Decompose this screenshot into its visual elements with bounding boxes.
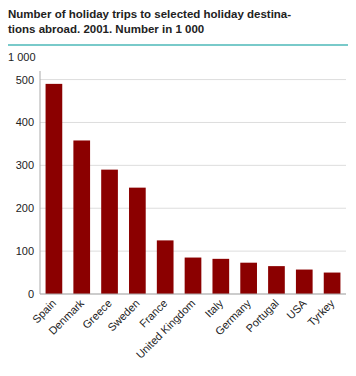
x-axis-line [40, 294, 346, 295]
y-tick-label: 500 [16, 74, 34, 86]
y-tick-label: 300 [16, 159, 34, 171]
bar [268, 266, 285, 294]
x-tick-label: United Kingdom [134, 297, 198, 361]
x-tick-label: Portugal [243, 297, 280, 334]
chart-container: Number of holiday trips to selected holi… [0, 0, 356, 376]
bars [46, 84, 341, 294]
bar [157, 240, 174, 294]
x-tick-label: Tyrkey [305, 297, 337, 329]
y-tick-label: 200 [16, 202, 34, 214]
x-tick-label: Denmark [46, 297, 86, 337]
x-tick-label: Italy [202, 297, 225, 320]
y-grid [40, 80, 346, 294]
x-tick-label: USA [284, 296, 309, 321]
x-tick-label: Sweden [105, 297, 142, 334]
chart-title: Number of holiday trips to selected holi… [8, 8, 291, 35]
grid-line [40, 122, 346, 123]
grid-line [40, 79, 346, 80]
bar [212, 259, 229, 294]
y-unit-label: 1 000 [8, 51, 36, 63]
bar [296, 270, 313, 294]
bar [101, 170, 118, 294]
bar [73, 140, 90, 294]
chart-svg: Number of holiday trips to selected holi… [0, 0, 356, 376]
grid-line [40, 294, 346, 295]
chart-title-line: Number of holiday trips to selected holi… [8, 8, 291, 20]
bar [129, 188, 146, 294]
bar [240, 263, 257, 294]
y-tick-label: 400 [16, 116, 34, 128]
bar [46, 84, 63, 294]
y-axis-line [40, 71, 41, 294]
bar [185, 258, 202, 294]
bar [324, 273, 341, 294]
title-separator [8, 44, 348, 46]
chart-title-line: tions abroad. 2001. Number in 1 000 [8, 23, 204, 35]
y-tick-label: 100 [16, 245, 34, 257]
y-tick-label: 0 [28, 288, 34, 300]
x-tick-label: Germany [213, 297, 254, 338]
